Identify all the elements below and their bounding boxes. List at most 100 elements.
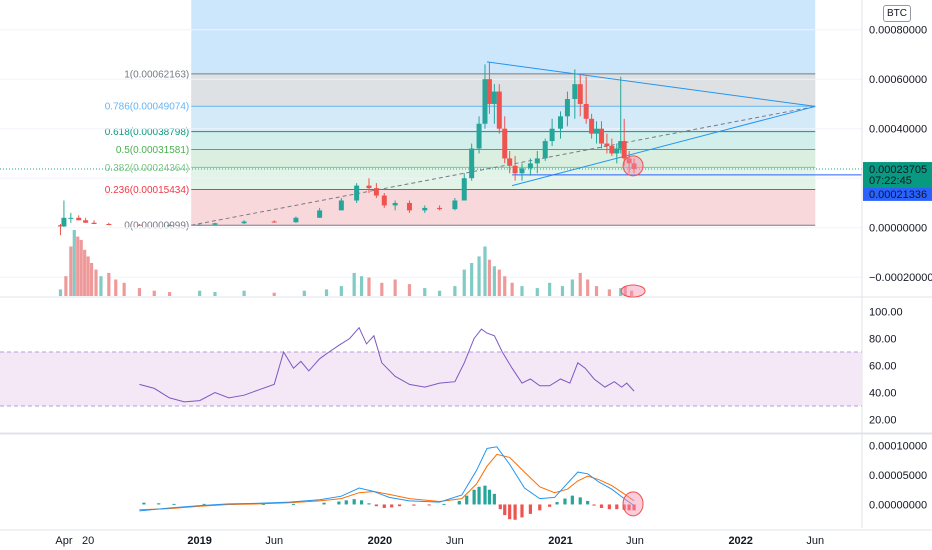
candle-body (338, 200, 344, 211)
macd-histogram-bar (322, 502, 326, 505)
macd-signal-line (139, 453, 635, 511)
candle-body (91, 222, 97, 224)
volume-bar (58, 289, 63, 296)
volume-bar (99, 276, 103, 296)
candle-body (631, 163, 637, 170)
candle-body (167, 225, 173, 227)
candle-body (76, 217, 82, 221)
volume-bar (380, 282, 384, 296)
macd-histogram-bar (492, 493, 496, 505)
candle-body (527, 163, 533, 169)
volume-bar (79, 239, 83, 296)
volume-bar (83, 249, 87, 296)
macd-histogram-bar (477, 486, 481, 505)
macd-histogram-bar (498, 504, 502, 510)
macd-histogram-bar (578, 497, 582, 505)
macd-axis-tick: 0.00010000 (869, 441, 927, 453)
candle-body (598, 128, 604, 144)
candle-body (461, 178, 467, 201)
macd-histogram-bar (508, 504, 512, 520)
candle-body (392, 202, 398, 206)
volume-bar (393, 279, 397, 296)
x-axis-tick: 2022 (728, 535, 752, 547)
price-axis-tick: 0.00040000 (869, 124, 927, 136)
volume-bar (272, 292, 276, 296)
candle-body (241, 221, 247, 224)
price-axis-tick: 0.00080000 (869, 25, 927, 37)
price-axis-tick: 0.00060000 (869, 74, 927, 86)
candle-body (496, 91, 502, 129)
candle-body (549, 128, 555, 142)
macd-histogram-bar (607, 504, 611, 510)
macd-histogram-bar (465, 495, 469, 505)
candle-body (373, 188, 379, 196)
macd-histogram-bar (457, 500, 461, 505)
volume-bar (122, 282, 126, 296)
triangle-lower-line (512, 105, 816, 187)
macd-histogram-bar (261, 503, 265, 505)
candle-body (68, 217, 74, 219)
fib-level-label: 1(0.00062163) (124, 69, 189, 80)
candle-body (564, 99, 570, 117)
rsi-axis-tick: 100.00 (869, 307, 903, 319)
macd-histogram-bar (570, 495, 574, 505)
rsi-axis-tick: 20.00 (869, 415, 897, 427)
volume-bar (520, 286, 524, 296)
x-axis-tick: 2020 (368, 535, 392, 547)
volume-bar (213, 292, 217, 296)
candle-body (589, 118, 595, 134)
x-axis-tick: 20 (82, 535, 94, 547)
macd-histogram-bar (352, 499, 356, 505)
macd-histogram-bar (359, 500, 364, 505)
macd-histogram-bar (599, 504, 604, 508)
fib-level-label: 0.618(0.00038798) (105, 127, 190, 138)
candle-body (212, 223, 218, 225)
candle-body (406, 202, 412, 211)
macd-histogram-bar (337, 501, 341, 505)
candle-body (106, 223, 112, 225)
volume-bar (64, 276, 68, 296)
x-axis-tick: Apr (55, 535, 72, 547)
candle-body (604, 143, 610, 147)
macd-histogram-bar (538, 504, 542, 511)
currency-badge[interactable]: BTC (883, 5, 911, 22)
price-axis-tick: 0.00000000 (869, 223, 927, 235)
candle-body (519, 168, 525, 174)
candle-body (482, 79, 488, 124)
volume-bar (510, 282, 514, 296)
bar-countdown: 07:22:45 (869, 175, 912, 187)
volume-bar (623, 286, 627, 296)
volume-bar (339, 286, 343, 296)
candle-body (577, 84, 583, 104)
volume-bar (462, 269, 466, 296)
macd-histogram-bar (427, 504, 431, 506)
fib-zone (191, 189, 816, 226)
macd-histogram-bar (367, 503, 371, 505)
x-axis-tick: 2019 (187, 535, 211, 547)
volume-bar (198, 290, 202, 296)
rsi-axis-tick: 80.00 (869, 334, 897, 346)
volume-bar (367, 277, 371, 296)
x-axis-tick: 2021 (548, 535, 572, 547)
volume-bar (548, 282, 552, 296)
macd-histogram-bar (487, 489, 492, 505)
macd-histogram-bar (615, 504, 619, 510)
candle-body (502, 128, 508, 159)
highlight-circle (622, 155, 644, 177)
rsi-line (139, 326, 635, 403)
rsi-axis-tick: 60.00 (869, 361, 897, 373)
volume-bar (594, 286, 599, 296)
macd-histogram-bar (172, 503, 176, 505)
fib-level-label: 0(0.00000999) (124, 221, 189, 232)
candle-body (83, 220, 89, 223)
candle-body (558, 116, 564, 129)
fib-level-label: 0.5(0.00031581) (116, 145, 189, 156)
volume-bar (107, 272, 111, 296)
last-price-badge (863, 162, 932, 189)
macd-histogram-bar (513, 504, 517, 520)
line-price-value: 0.00021336 (869, 189, 927, 201)
candle-body (621, 141, 627, 159)
candle-body (507, 158, 513, 166)
